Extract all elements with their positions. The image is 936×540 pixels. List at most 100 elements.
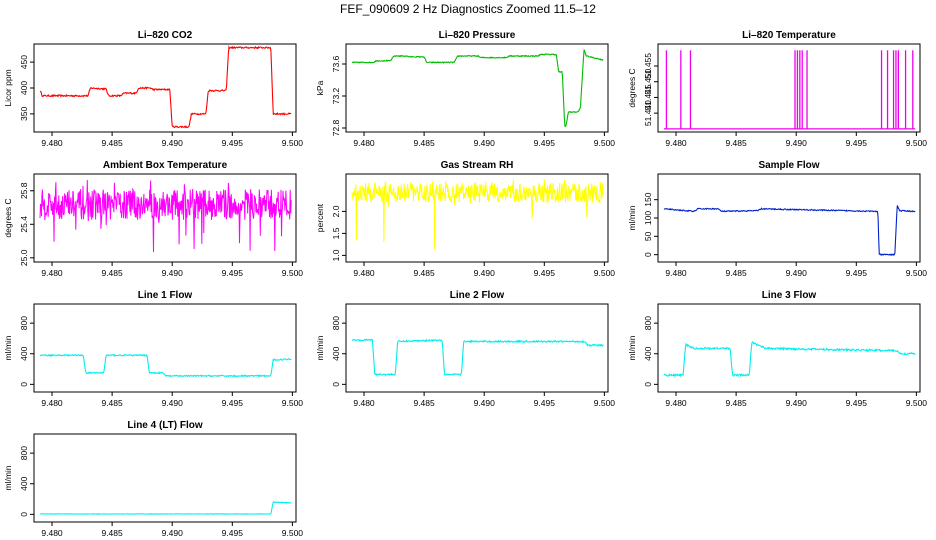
y-tick-label: 0 (643, 252, 653, 257)
x-tick-label: 9.480 (353, 398, 375, 408)
y-tick-label: 51.450 (643, 68, 653, 94)
y-tick-label: 72.8 (331, 119, 341, 136)
y-tick-label: 25.0 (19, 249, 29, 266)
chart-panel: Line 1 Flow 9.480 9.485 9.490 9.495 9.500 0 400… (3, 290, 303, 408)
y-axis-label: ml/min (627, 335, 637, 360)
x-tick-label: 9.490 (474, 268, 496, 278)
x-tick-label: 9.495 (846, 268, 868, 278)
x-tick-label: 9.480 (665, 138, 687, 148)
x-tick-label: 9.480 (41, 528, 63, 538)
x-tick-label: 9.495 (534, 138, 556, 148)
y-axis-label: degrees C (627, 68, 637, 107)
chart-panel: Li–820 Pressure 9.480 9.485 9.490 9.495 9.500… (315, 30, 615, 148)
y-tick-label: 800 (19, 446, 29, 460)
x-tick-label: 9.490 (474, 138, 496, 148)
data-series-line (663, 205, 916, 257)
y-tick-label: 150 (643, 192, 653, 206)
x-tick-label: 9.485 (413, 398, 435, 408)
x-tick-label: 9.490 (162, 528, 184, 538)
x-tick-label: 9.480 (665, 268, 687, 278)
x-tick-label: 9.500 (282, 398, 304, 408)
y-tick-label: 73.6 (331, 55, 341, 72)
y-axis-label: kPa (315, 80, 325, 95)
chart-panel: Li–820 CO2 9.480 9.485 9.490 9.495 9.500 350 40… (3, 30, 303, 148)
chart-title: Sample Flow (758, 160, 819, 171)
y-tick-label: 2.0 (331, 205, 341, 217)
y-tick-label: 73.2 (331, 87, 341, 104)
y-tick-label: 51.455 (643, 53, 653, 79)
x-tick-label: 9.485 (413, 138, 435, 148)
y-axis-label: degrees C (3, 198, 13, 237)
y-tick-label: 25.4 (19, 216, 29, 233)
x-tick-label: 9.495 (222, 138, 244, 148)
data-series-line (663, 340, 916, 378)
chart-panel: Li–820 Temperature 9.480 9.485 9.490 9.495 9.… (627, 30, 927, 148)
chart-title: Gas Stream RH (441, 160, 514, 171)
x-tick-label: 9.485 (101, 138, 123, 148)
x-tick-label: 9.490 (474, 398, 496, 408)
x-tick-label: 9.495 (846, 398, 868, 408)
y-tick-label: 0 (643, 382, 653, 387)
x-tick-label: 9.480 (353, 268, 375, 278)
x-tick-label: 9.500 (282, 138, 304, 148)
y-tick-label: 100 (643, 211, 653, 225)
x-tick-label: 9.495 (534, 268, 556, 278)
plot-frame (33, 43, 297, 133)
y-tick-label: 450 (19, 55, 29, 69)
data-series-line (351, 338, 604, 377)
x-tick-label: 9.480 (353, 138, 375, 148)
plot-frame (33, 433, 297, 523)
plot-frame (345, 43, 609, 133)
y-axis-label: Licor ppm (3, 69, 13, 106)
y-tick-label: 800 (19, 316, 29, 330)
x-tick-label: 9.500 (282, 528, 304, 538)
y-tick-label: 400 (643, 346, 653, 360)
x-tick-label: 9.485 (413, 268, 435, 278)
chart-panel: Gas Stream RH 9.480 9.485 9.490 9.495 9.500 1.… (315, 160, 615, 278)
y-tick-label: 400 (19, 81, 29, 95)
y-axis-label: percent (315, 203, 325, 232)
page-title: FEF_090609 2 Hz Diagnostics Zoomed 11.5–… (340, 2, 596, 16)
x-tick-label: 9.490 (786, 138, 808, 148)
chart-title: Ambient Box Temperature (103, 160, 228, 171)
chart-title: Line 4 (LT) Flow (127, 420, 203, 431)
x-tick-label: 9.500 (282, 268, 304, 278)
x-tick-label: 9.485 (101, 528, 123, 538)
chart-panel: Line 4 (LT) Flow 9.480 9.485 9.490 9.495 9.50… (3, 420, 303, 538)
x-tick-label: 9.480 (41, 138, 63, 148)
y-tick-label: 51.440 (643, 100, 653, 126)
plot-frame (657, 43, 921, 133)
chart-title: Li–820 Temperature (742, 30, 836, 41)
x-tick-label: 9.490 (162, 268, 184, 278)
plot-frame (33, 303, 297, 393)
x-tick-label: 9.500 (594, 398, 616, 408)
x-tick-label: 9.485 (725, 138, 747, 148)
y-tick-label: 400 (19, 476, 29, 490)
y-tick-label: 51.445 (643, 84, 653, 110)
y-tick-label: 50 (643, 231, 653, 241)
y-axis-label: ml/min (3, 465, 13, 490)
y-tick-label: 1.5 (331, 227, 341, 239)
x-tick-label: 9.495 (222, 268, 244, 278)
y-axis-label: ml/min (627, 205, 637, 230)
x-tick-label: 9.485 (101, 268, 123, 278)
plot-frame (345, 303, 609, 393)
chart-title: Line 3 Flow (762, 290, 817, 301)
x-tick-label: 9.490 (162, 398, 184, 408)
x-tick-label: 9.485 (725, 268, 747, 278)
chart-title: Line 1 Flow (138, 290, 193, 301)
plot-frame (33, 173, 297, 263)
plot-frame (345, 173, 609, 263)
y-axis-label: ml/min (3, 335, 13, 360)
chart-title: Li–820 Pressure (439, 30, 516, 41)
x-tick-label: 9.500 (594, 268, 616, 278)
data-series-line (351, 49, 604, 128)
x-tick-label: 9.495 (534, 398, 556, 408)
x-tick-label: 9.485 (101, 398, 123, 408)
y-axis-label: ml/min (315, 335, 325, 360)
chart-title: Li–820 CO2 (138, 30, 193, 41)
y-tick-label: 1.0 (331, 249, 341, 261)
data-series-line (39, 501, 292, 515)
x-tick-label: 9.480 (665, 398, 687, 408)
